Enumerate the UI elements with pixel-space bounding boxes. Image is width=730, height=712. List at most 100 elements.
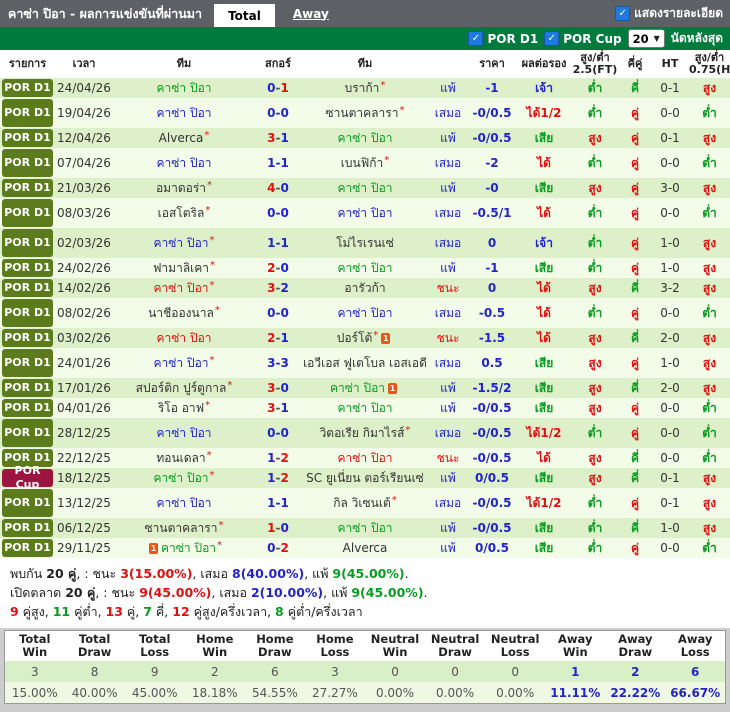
team-name[interactable]: วิตอเรีย กิมาไรส์ — [319, 426, 405, 440]
team-name[interactable]: Alverca — [158, 131, 204, 145]
team-name[interactable]: คาซ่า ปิอา — [337, 261, 393, 275]
team-name[interactable]: คาซ่า ปิอา — [156, 496, 212, 510]
away-goals: 1 — [280, 81, 289, 95]
match-date: 22/12/25 — [57, 451, 111, 465]
team-name[interactable]: คาซ่า ปิอา — [156, 156, 212, 170]
halftime-score: 3-2 — [660, 281, 680, 295]
team-name[interactable]: ทอนเดลา — [156, 451, 206, 465]
away-goals: 2 — [280, 281, 289, 295]
por-d1-checkbox[interactable]: ✓ — [468, 31, 484, 46]
team-name[interactable]: โม่ไรเรนเซ่ — [336, 236, 394, 250]
tab-total[interactable]: Total — [214, 4, 275, 27]
match-date: 24/02/26 — [57, 261, 111, 275]
team-name[interactable]: อารัวก้า — [344, 281, 386, 295]
match-row: POR Cup 18/12/25 คาซ่า ปิอา* 1-2 SC ยูเนี่ยน… — [0, 464, 730, 491]
show-details-checkbox[interactable]: ✓ — [615, 6, 631, 21]
handicap-odds: -2 — [485, 156, 499, 170]
match-score: 1-0 — [255, 518, 301, 538]
odd-even-result: คี่ — [630, 471, 640, 485]
team-name[interactable]: อมาดอร่า — [155, 181, 207, 195]
stats-percent: 15.00% — [11, 685, 58, 700]
team-name[interactable]: เบนฟิก้า — [340, 156, 384, 170]
team-name[interactable]: คาซ่า ปิอา — [329, 381, 386, 395]
team-name[interactable]: ซานตาคลารา — [325, 106, 399, 120]
team-name[interactable]: คาซ่า ปิอา — [337, 306, 393, 320]
match-result: แพ้ — [440, 181, 456, 195]
away-goals: 2 — [280, 471, 289, 485]
team-name[interactable]: สปอร์ติก ปูร์ตูกาล — [135, 381, 227, 395]
team-name[interactable]: คาซ่า ปิอา — [337, 181, 393, 195]
team-name[interactable]: คาซ่า ปิอา — [156, 426, 212, 440]
league-cell: POR D1 — [0, 488, 55, 518]
team-name[interactable]: คาซ่า ปิอา — [153, 471, 209, 485]
stats-col-header: Total Draw — [64, 630, 125, 661]
team-name[interactable]: คาซ่า ปิอา — [337, 451, 393, 465]
home-team: ฟามาลิเคา* — [113, 258, 255, 278]
team-name[interactable]: เอสโตริล — [157, 206, 205, 220]
halftime-score: 2-0 — [660, 331, 680, 345]
handicap-result: เสีย — [534, 381, 554, 395]
away-team: ปอร์โต้* 1 — [301, 328, 429, 348]
away-goals: 0 — [280, 426, 289, 440]
team-name[interactable]: คาซ่า ปิอา — [160, 541, 217, 555]
summary-text: คู่สูง, — [18, 604, 53, 619]
halftime-score: 0-0 — [660, 206, 680, 220]
team-name[interactable]: เอวีเอส ฟูเตโบล เอสเอดี — [303, 356, 427, 370]
team-name[interactable]: ปอร์โต้ — [336, 331, 373, 345]
league-badge: POR D1 — [2, 379, 53, 397]
match-date: 03/02/26 — [57, 331, 111, 345]
away-goals: 2 — [280, 541, 289, 555]
match-count-select[interactable]: 20 ▼ — [627, 29, 665, 48]
stats-percent: 27.27% — [312, 685, 358, 700]
away-goals: 3 — [280, 356, 289, 370]
over-under-25-result: ต่ำ — [587, 261, 603, 275]
league-badge: POR D1 — [2, 399, 53, 417]
team-name[interactable]: คาซ่า ปิอา — [156, 331, 212, 345]
over-under-075-result: สูง — [702, 181, 717, 195]
summary-text: . — [404, 566, 409, 581]
handicap-odds: -0/0.5 — [472, 521, 512, 535]
team-name[interactable]: คาซ่า ปิอา — [337, 521, 393, 535]
home-goals: 0 — [267, 81, 276, 95]
halftime-score: 1-0 — [660, 261, 680, 275]
team-name[interactable]: นาชีอองนาล — [148, 306, 214, 320]
team-name[interactable]: SC ยูเนี่ยน ตอร์เรียนเซ่ — [306, 471, 424, 485]
red-card-icon: 1 — [148, 543, 158, 554]
over-under-25-result: ต่ำ — [587, 81, 603, 95]
home-advantage-star: * — [405, 425, 411, 436]
tab-away[interactable]: Away — [292, 6, 329, 21]
team-name[interactable]: ฟามาลิเคา — [152, 261, 210, 275]
handicap-odds: -1.5 — [478, 331, 506, 345]
match-result: ชนะ — [436, 451, 460, 465]
odd-even-result: คู่ — [630, 206, 640, 220]
odd-even-result: คู่ — [630, 306, 640, 320]
home-advantage-star: * — [206, 450, 212, 461]
team-name[interactable]: กิล วิเซนเต้ — [333, 496, 391, 510]
halftime-score: 2-0 — [660, 381, 680, 395]
handicap-result: เสีย — [534, 521, 554, 535]
team-name[interactable]: คาซ่า ปิอา — [156, 81, 212, 95]
team-name[interactable]: คาซ่า ปิอา — [153, 236, 209, 250]
league-cell: POR D1 — [0, 418, 55, 448]
team-name[interactable]: คาซ่า ปิอา — [156, 106, 212, 120]
team-name[interactable]: ริโอ อาฟ — [157, 401, 205, 415]
score-dash: - — [275, 451, 281, 465]
team-name[interactable]: บราก้า — [344, 81, 380, 95]
team-name[interactable]: คาซ่า ปิอา — [337, 206, 393, 220]
team-name[interactable]: คาซ่า ปิอา — [337, 131, 393, 145]
over-under-075-result: ต่ำ — [702, 541, 717, 555]
summary-text: 9(45.00%) — [332, 566, 405, 581]
odd-even-result: คู่ — [630, 131, 640, 145]
team-name[interactable]: คาซ่า ปิอา — [153, 356, 209, 370]
team-name[interactable]: คาซ่า ปิอา — [337, 401, 393, 415]
por-cup-checkbox[interactable]: ✓ — [544, 31, 560, 46]
over-under-25-result: สูง — [588, 401, 602, 415]
team-name[interactable]: ซานตาคลารา — [144, 521, 218, 535]
team-name[interactable]: Alverca — [342, 541, 388, 555]
home-goals: 1 — [267, 451, 276, 465]
over-under-075-result: ต่ำ — [702, 156, 717, 170]
team-name[interactable]: คาซ่า ปิอา — [153, 281, 209, 295]
away-goals: 0 — [280, 206, 289, 220]
match-score: 3-2 — [255, 278, 301, 298]
match-result: เสมอ — [434, 206, 462, 220]
